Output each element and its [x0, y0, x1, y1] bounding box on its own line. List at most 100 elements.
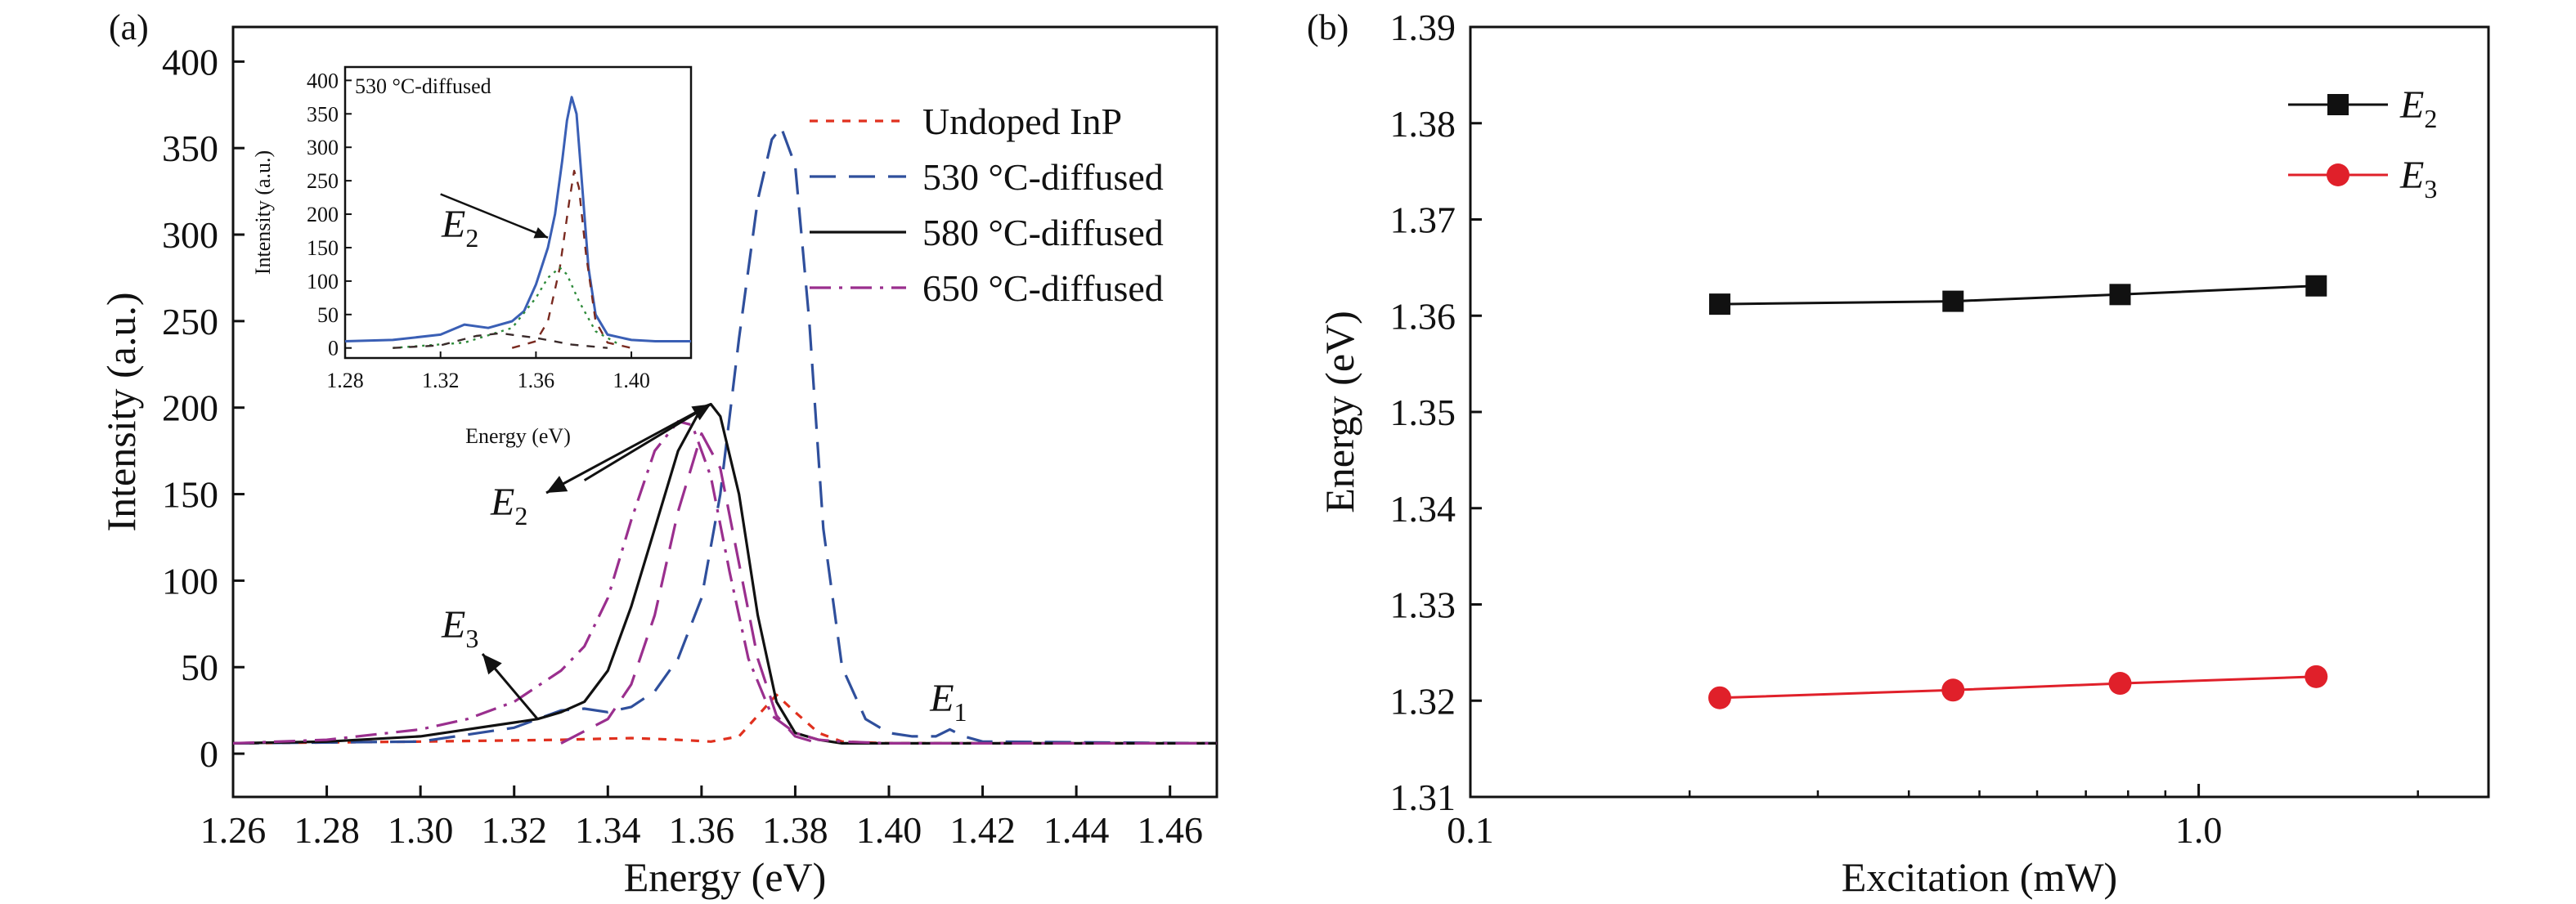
x-tick-label: 1.26	[200, 809, 267, 851]
x-tick-label: 1.32	[481, 809, 547, 851]
e2-line-head	[691, 404, 711, 421]
y-tick-label: 1.33	[1390, 584, 1456, 626]
e2-arrow-shaft	[545, 403, 712, 495]
y-axis-label: Energy (eV)	[1317, 311, 1362, 513]
x-tick-label: 1.28	[294, 809, 360, 851]
inset-x-tick-label: 1.36	[518, 369, 555, 392]
y-tick-label: 150	[162, 474, 218, 516]
inset-y-tick-label: 400	[307, 69, 339, 92]
inset-y-tick-label: 200	[307, 203, 339, 226]
y-tick-label: 1.39	[1390, 7, 1456, 48]
x-tick-label: 1.34	[575, 809, 641, 851]
y-tick-label: 1.38	[1390, 103, 1456, 145]
data-point-square	[1708, 293, 1730, 316]
inset-title: 530 °C-diffused	[355, 74, 491, 98]
y-tick-label: 1.31	[1390, 776, 1456, 818]
legend-label: Undoped InP	[922, 101, 1122, 142]
series-line-0	[1719, 284, 2317, 306]
legend-label: 530 °C-diffused	[922, 156, 1164, 198]
panel-a-legend: Undoped InP 530 °C-diffused 580 °C-diffuse…	[810, 101, 1164, 309]
inset-e2-annotation: E2	[441, 203, 478, 253]
series-line-2	[233, 402, 1217, 745]
y-tick-label: 50	[181, 647, 218, 688]
data-point-circle	[1708, 686, 1731, 709]
panel-a-frame	[231, 25, 1218, 799]
y-tick-label: 250	[162, 301, 218, 342]
data-point-circle	[2304, 665, 2328, 688]
series-line-4	[560, 432, 819, 745]
legend-label: E3	[2399, 154, 2437, 204]
x-tick-label: 1.0	[2175, 809, 2223, 851]
x-tick-label: 0.1	[1447, 809, 1494, 851]
inset-series-line-1	[511, 169, 632, 349]
inset-y-tick-label: 50	[317, 303, 339, 327]
y-tick-label: 1.36	[1390, 295, 1456, 337]
inset-e2-arrow	[440, 193, 549, 239]
x-tick-label: 1.38	[762, 809, 828, 851]
panel-a-label: (a)	[109, 7, 149, 47]
data-point-square	[2305, 275, 2327, 297]
y-axis-label: Intensity (a.u.)	[98, 293, 144, 532]
series-line-1	[1719, 675, 2317, 700]
y-tick-label: 0	[200, 733, 218, 775]
inset-y-axis-label: Intensity (a.u.)	[251, 150, 275, 275]
inset-e2-arrow-head	[533, 227, 548, 239]
series-line-1	[233, 126, 1217, 745]
e2-annotation: E2	[490, 481, 527, 530]
panel-a-chart: (a) 1.26 1.28 1.30 1.32 1.34 1.36 1.38 1.40 1.42 1…	[98, 7, 1218, 900]
y-tick-label: 300	[162, 214, 218, 256]
e3-arrow-head	[482, 654, 502, 675]
series-line-3	[233, 420, 1217, 745]
data-point-circle	[2108, 672, 2132, 696]
legend-label: 650 °C-diffused	[922, 267, 1164, 309]
y-tick-label: 1.34	[1390, 488, 1456, 530]
e3-annotation: E3	[441, 603, 478, 653]
legend-marker-square	[2327, 94, 2349, 115]
inset-x-axis-label: Energy (eV)	[465, 424, 571, 448]
inset-frame	[343, 65, 693, 360]
data-point-circle	[1941, 678, 1965, 702]
x-tick-label: 1.44	[1043, 809, 1110, 851]
y-tick-label: 100	[162, 560, 218, 602]
panel-b-frame	[1469, 25, 2490, 799]
legend-label: 580 °C-diffused	[922, 212, 1164, 253]
x-tick-label: 1.36	[669, 809, 735, 851]
inset-y-tick-label: 100	[307, 270, 339, 293]
y-tick-label: 350	[162, 128, 218, 169]
y-tick-label: 1.32	[1390, 680, 1456, 722]
x-tick-label: 1.46	[1137, 809, 1203, 851]
e3-arrow	[481, 653, 539, 720]
data-point-square	[2109, 284, 2131, 306]
inset-chart: 1.28 1.32 1.36 1.40 0 50 100 150 200 250 300 350 400…	[251, 65, 693, 448]
inset-e2-arrow-shaft	[440, 193, 549, 239]
inset-y-tick-label: 300	[307, 136, 339, 159]
inset-y-tick-label: 350	[307, 102, 339, 126]
inset-x-tick-label: 1.32	[422, 369, 460, 392]
series-line-0	[233, 693, 1217, 745]
legend-label: E2	[2399, 83, 2437, 133]
inset-series-line-0	[345, 96, 691, 342]
inset-x-tick-label: 1.28	[326, 369, 364, 392]
inset-y-tick-label: 250	[307, 169, 339, 193]
inset-lines	[345, 96, 691, 349]
x-axis-label: Excitation (mW)	[1842, 854, 2117, 900]
y-tick-label: 1.35	[1390, 392, 1456, 433]
e1-annotation: E1	[929, 677, 967, 727]
panel-b-label: (b)	[1307, 7, 1349, 47]
e2-arrow-head	[546, 476, 568, 493]
x-tick-label: 1.42	[949, 809, 1016, 851]
e2-arrow	[545, 403, 712, 495]
panel-b-chart: (b) 0.1 1.0 1.31 1.32 1.33 1.34 1.35 1.36 1.37 1.3…	[1307, 7, 2490, 900]
x-axis-label: Energy (eV)	[624, 854, 827, 900]
x-tick-label: 1.30	[388, 809, 454, 851]
inset-y-tick-label: 150	[307, 236, 339, 260]
y-tick-label: 200	[162, 387, 218, 429]
x-tick-label: 1.40	[856, 809, 922, 851]
legend-marker-circle	[2327, 163, 2349, 186]
inset-series-line-3	[393, 332, 608, 349]
inset-y-tick-label: 0	[328, 337, 339, 360]
data-point-square	[1942, 290, 1964, 312]
y-tick-label: 1.37	[1390, 199, 1456, 241]
